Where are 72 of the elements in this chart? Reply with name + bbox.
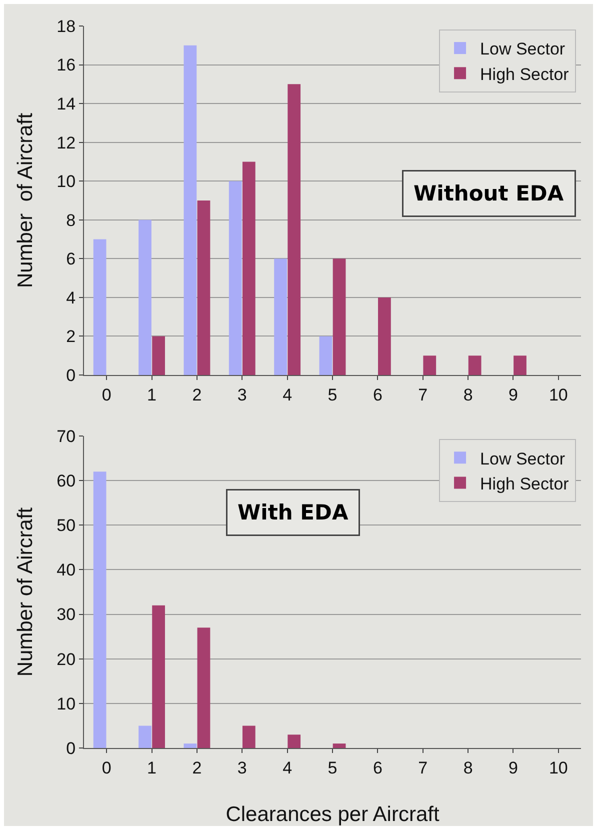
bar	[152, 605, 165, 748]
legend-label: High Sector	[480, 64, 570, 84]
legend-label: Low Sector	[480, 449, 566, 468]
bar	[288, 84, 301, 375]
x-axis-title: Clearances per Aircraft	[226, 803, 440, 826]
bar	[319, 336, 332, 375]
x-tick-label: 1	[147, 385, 157, 404]
x-tick-label: 8	[463, 385, 473, 404]
bar	[228, 181, 242, 375]
bar	[184, 744, 197, 748]
y-tick-label: 6	[66, 250, 76, 269]
annotation: With EDA	[238, 500, 349, 524]
x-tick-label: 6	[372, 758, 382, 778]
y-tick-label: 70	[56, 426, 76, 446]
bar	[332, 258, 346, 375]
x-tick-label: 9	[508, 385, 518, 404]
bar	[242, 162, 256, 375]
y-tick-label: 30	[56, 605, 76, 624]
bar	[242, 726, 256, 748]
y-tick-label: 10	[56, 694, 76, 714]
x-tick-label: 3	[237, 758, 247, 778]
y-tick-label: 16	[56, 56, 76, 75]
x-tick-label: 5	[328, 385, 338, 404]
y-tick-label: 2	[66, 327, 76, 346]
x-tick-label: 10	[548, 385, 568, 404]
legend-label: Low Sector	[480, 40, 566, 59]
x-tick-label: 4	[282, 385, 292, 404]
x-tick-label: 7	[418, 385, 428, 404]
x-tick-label: 0	[102, 385, 112, 404]
bar	[197, 200, 210, 375]
bar	[138, 220, 152, 375]
annotation: Without EDA	[414, 182, 564, 206]
bar	[184, 45, 197, 375]
bar	[152, 336, 165, 375]
x-tick-label: 10	[548, 758, 568, 778]
y-tick-label: 0	[66, 366, 76, 385]
y-tick-label: 0	[66, 738, 76, 758]
bar	[138, 726, 152, 748]
x-tick-label: 5	[328, 758, 338, 778]
bar	[423, 356, 436, 375]
y-axis-title: Number of Aircraft	[14, 112, 37, 288]
y-tick-label: 18	[56, 16, 76, 36]
y-tick-label: 4	[66, 288, 76, 308]
bar	[274, 258, 287, 375]
bar	[93, 239, 106, 375]
x-tick-label: 4	[282, 758, 292, 778]
x-tick-label: 1	[147, 758, 157, 778]
bar	[468, 356, 482, 375]
y-tick-label: 8	[66, 210, 76, 230]
x-tick-label: 2	[192, 385, 202, 404]
y-axis-title: Number of Aircraft	[14, 507, 37, 677]
legend-label: High Sector	[480, 474, 570, 494]
x-tick-label: 9	[508, 758, 518, 778]
y-tick-label: 60	[56, 472, 76, 491]
bar	[514, 356, 526, 375]
x-tick-label: 3	[237, 385, 247, 404]
y-tick-label: 20	[56, 650, 76, 669]
x-tick-label: 6	[372, 385, 382, 404]
bar	[197, 628, 210, 748]
bar	[378, 297, 391, 375]
y-tick-label: 50	[56, 516, 76, 536]
y-tick-label: 10	[56, 172, 76, 192]
x-tick-label: 0	[102, 758, 112, 778]
y-tick-label: 40	[56, 560, 76, 580]
bar	[93, 472, 106, 748]
y-tick-label: 14	[56, 94, 76, 114]
bar	[288, 734, 301, 748]
y-tick-label: 12	[56, 133, 76, 152]
x-tick-label: 2	[192, 758, 202, 778]
x-tick-label: 7	[418, 758, 428, 778]
x-tick-label: 8	[463, 758, 473, 778]
bar	[332, 744, 346, 748]
